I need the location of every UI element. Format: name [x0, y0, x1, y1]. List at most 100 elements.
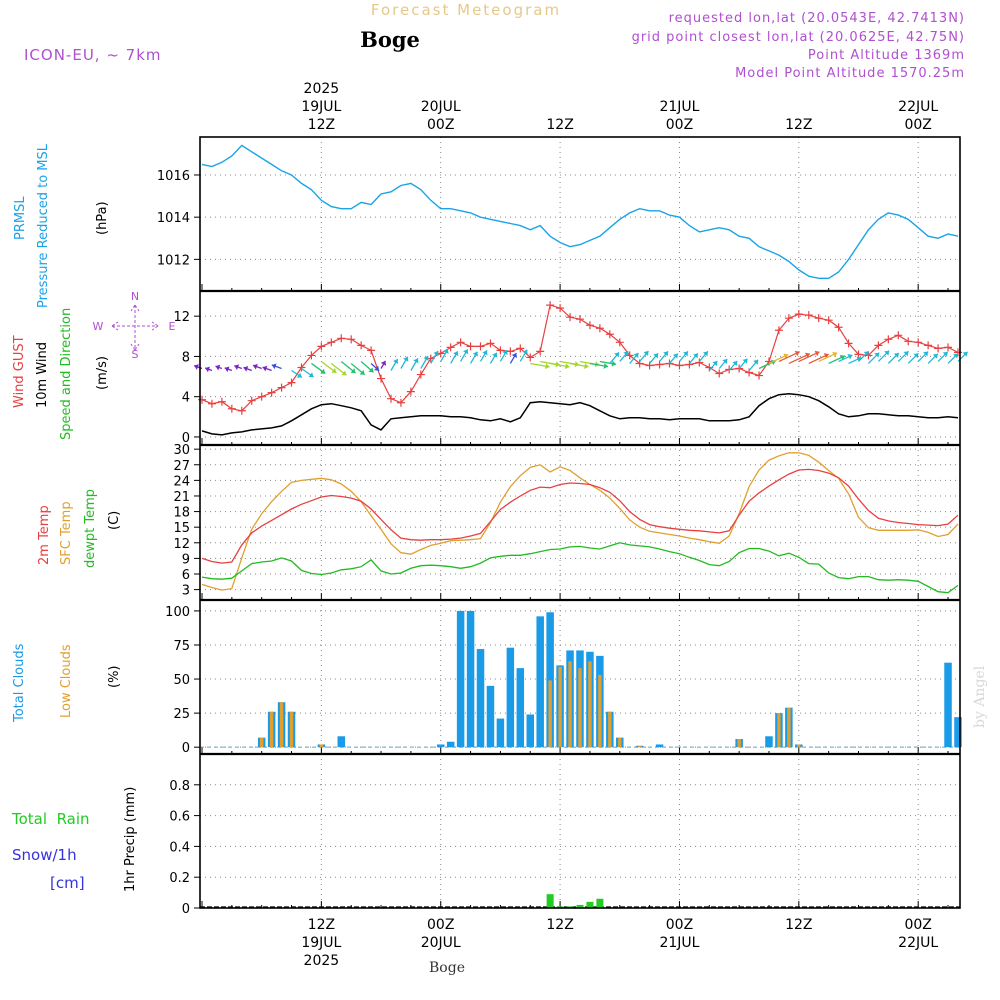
wind-gust-point	[506, 347, 515, 356]
wind-gust-point	[715, 369, 724, 378]
wind-gust-point	[794, 310, 803, 319]
wind-arrow-head	[463, 349, 469, 355]
wind-arrow-head	[374, 365, 380, 371]
wind-arrow-head	[564, 363, 570, 370]
low-cloud-bar	[787, 707, 791, 748]
wind-gust-point	[784, 314, 793, 323]
total-cloud-bar	[506, 647, 515, 748]
label-snow-unit: [cm]	[50, 874, 85, 892]
wind-gust-point	[277, 383, 286, 392]
bottom-time-label: 00Z	[904, 917, 931, 933]
y-tick-label: 8	[182, 350, 190, 365]
wind-gust-point	[874, 341, 883, 350]
total-cloud-bar	[466, 610, 475, 748]
dewpt-temp-line	[201, 542, 959, 594]
y-tick-label: 1016	[157, 169, 190, 184]
wind-gust-point	[595, 324, 604, 333]
wind-arrow-head	[753, 359, 759, 365]
bottom-time-label: 2025	[304, 953, 340, 969]
total-cloud-bar	[476, 649, 485, 748]
wind-arrow-head	[359, 369, 365, 375]
low-cloud-bar	[588, 661, 592, 748]
wind-arrow-head	[874, 352, 880, 358]
label-total-clouds: Total Clouds	[12, 643, 27, 723]
y-tick-label: 0.6	[169, 810, 190, 825]
low-cloud-bar	[618, 737, 622, 748]
wind-arrow-head	[205, 366, 210, 373]
wind-arrow-head	[308, 372, 314, 378]
wind-gust-point	[476, 342, 485, 351]
wind-gust-point	[665, 359, 674, 368]
wind-arrow-head	[413, 358, 419, 364]
wind-arrow-head	[893, 352, 899, 358]
label-10m-wind: 10m Wind	[35, 342, 50, 408]
wind-arrow-head	[423, 356, 429, 361]
location-title: Boge	[360, 27, 420, 52]
bottom-time-label: 12Z	[308, 917, 335, 933]
top-time-label: 00Z	[427, 117, 454, 133]
y-tick-label: 15	[173, 521, 190, 536]
y-tick-label: 100	[165, 605, 190, 620]
wind-arrow-head	[712, 361, 718, 366]
y-tick-label: 25	[173, 707, 190, 722]
low-cloud-bar	[289, 711, 294, 748]
wind-arrow-head	[350, 368, 356, 374]
wind-gust-point	[804, 311, 813, 320]
plot-frame	[199, 136, 961, 909]
y-tick-label: 9	[182, 552, 190, 567]
wind-gust-point	[675, 361, 684, 370]
label-percent: (%)	[107, 666, 122, 689]
low-cloud-bar	[259, 737, 264, 748]
low-cloud-bar	[269, 711, 274, 748]
label-snow: Snow/1h	[12, 846, 77, 864]
wind-arrow-head	[913, 353, 919, 359]
wind-arrow-head	[847, 354, 853, 360]
label-total-rain: Total Rain	[11, 810, 90, 828]
wind-arrow-head	[903, 351, 909, 357]
wind-arrow-head	[832, 351, 838, 358]
wind-gust-point	[496, 346, 505, 355]
wind-gust-point	[516, 344, 525, 353]
wind-gust-point	[585, 321, 594, 330]
wind-arrow-head	[611, 360, 617, 367]
total-cloud-bar	[546, 612, 554, 748]
model-altitude: Model Point Altitude 1570.25m	[735, 66, 965, 81]
y-tick-label: 0.4	[169, 840, 190, 855]
wind-arrow-head	[522, 349, 528, 355]
wind-gust-point	[695, 358, 704, 367]
label-low-clouds: Low Clouds	[59, 644, 74, 718]
wind-arrow-head	[840, 354, 845, 361]
wind-arrow-head	[511, 353, 517, 359]
low-cloud-bar	[598, 674, 602, 748]
wind-arrow-head	[368, 367, 374, 373]
top-time-label: 00Z	[904, 117, 931, 133]
wind-arrow-head	[742, 358, 748, 364]
wind-arrow-head	[403, 356, 409, 362]
label-ms: (m/s)	[95, 356, 110, 390]
wind-arrow-head	[623, 351, 629, 357]
wind-arrow-head	[243, 366, 249, 372]
wind-arrow-head	[683, 351, 688, 357]
wind-arrow-head	[884, 350, 890, 356]
y-tick-label: 3	[182, 584, 190, 599]
wind-arrow-head	[194, 364, 199, 370]
y-tick-label: 21	[173, 490, 190, 505]
compass-west: W	[93, 320, 104, 333]
y-tick-label: 0	[182, 902, 190, 917]
wind-arrow-head	[672, 353, 678, 359]
wind-arrow-head	[653, 353, 659, 359]
wind-arrow-head	[923, 351, 929, 357]
gridpoint-coords: grid point closest lon,lat (20.0625E, 42…	[632, 30, 965, 45]
wind-gust-point	[615, 338, 624, 347]
wind-arrow-head	[942, 351, 948, 357]
plot-area: 1012101410160481236912151821242730025507…	[157, 81, 969, 969]
bottom-time-label: 00Z	[666, 917, 693, 933]
wind-gust-point	[416, 370, 425, 379]
wind-arrow-head	[482, 350, 488, 356]
rain-bar	[596, 898, 604, 908]
wind-gust-point	[227, 404, 236, 413]
wind-arrow-head	[545, 363, 550, 370]
y-tick-label: 12	[173, 310, 190, 325]
wind-arrow-head	[443, 348, 449, 354]
wind-gust-point	[934, 344, 943, 353]
